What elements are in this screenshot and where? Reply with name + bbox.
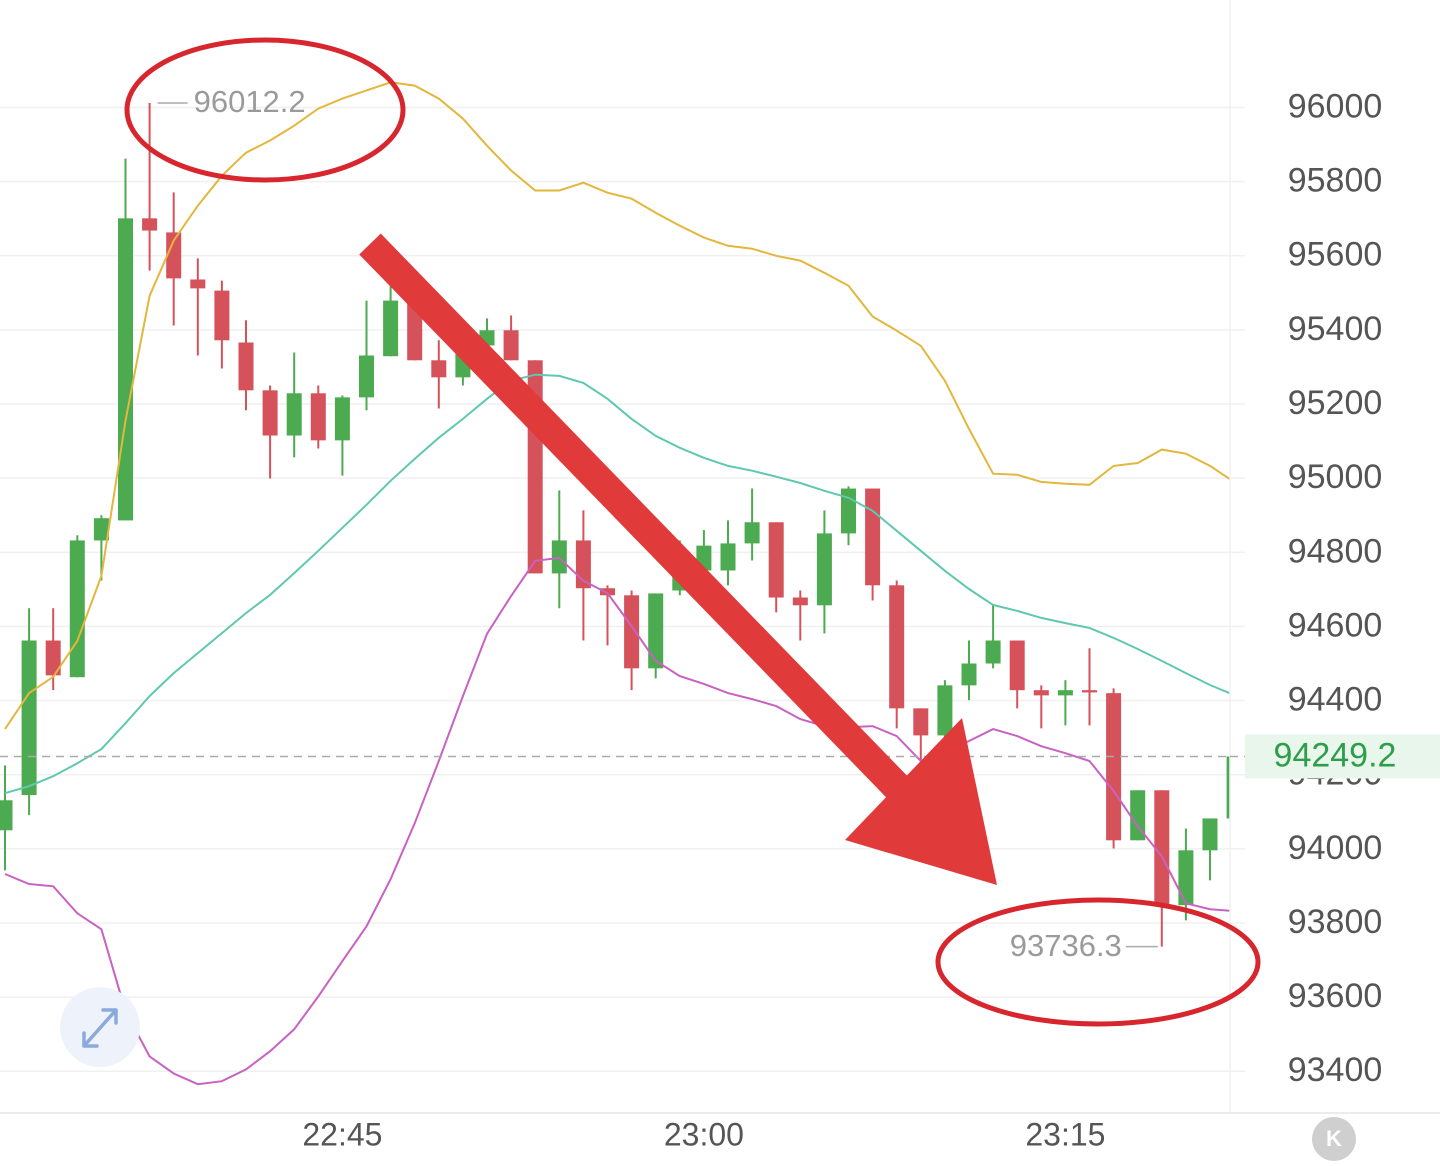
plot-area: [0, 81, 1230, 1086]
price-badge-label: 94249.2: [1274, 736, 1397, 774]
candle-body: [648, 593, 664, 669]
candle-body: [1226, 756, 1230, 819]
candle-body: [1057, 690, 1073, 696]
candle-body: [1154, 790, 1170, 906]
x-tick-label: 23:15: [1025, 1116, 1105, 1152]
y-tick-label: 94400: [1288, 681, 1383, 719]
y-tick-label: 94600: [1288, 606, 1383, 644]
y-tick-label: 96000: [1288, 87, 1383, 125]
high-annotation: 96012.2: [194, 84, 306, 119]
candle-body: [1130, 790, 1146, 841]
candle-body: [720, 543, 736, 571]
overlay: K: [60, 37, 1356, 1161]
y-tick-label: 95400: [1288, 310, 1383, 348]
candle-body: [431, 360, 447, 378]
x-tick-label: 22:45: [302, 1116, 382, 1152]
candle-body: [1033, 690, 1049, 696]
axes: 9340093600938009400094200944009460094800…: [157, 84, 1440, 1152]
k-button-label[interactable]: K: [1326, 1126, 1342, 1151]
y-tick-label: 95200: [1288, 384, 1383, 422]
y-tick-label: 95000: [1288, 458, 1383, 496]
x-tick-label: 23:00: [664, 1116, 744, 1152]
y-tick-label: 94000: [1288, 829, 1383, 867]
candle-body: [937, 685, 953, 736]
k-button[interactable]: [1312, 1117, 1356, 1161]
candle-body: [334, 397, 350, 441]
low-annotation: 93736.3: [1010, 928, 1122, 963]
highlight-circle: [935, 897, 1261, 1027]
y-tick-label: 93400: [1288, 1051, 1383, 1089]
candle-body: [1178, 850, 1194, 906]
price-badge: [1245, 734, 1440, 779]
candle-body: [1106, 693, 1122, 841]
band-line: [4, 81, 1230, 730]
candle-body: [69, 540, 85, 678]
candle-body: [768, 522, 784, 598]
band-line: [4, 556, 1230, 1086]
candle-body: [93, 518, 109, 541]
band-line: [4, 373, 1230, 795]
candle-body: [142, 218, 158, 231]
candle-body: [21, 640, 37, 796]
candle-body: [286, 393, 302, 436]
y-tick-label: 95800: [1288, 162, 1383, 200]
candle-body: [262, 390, 278, 436]
trend-arrow-head: [845, 718, 997, 885]
candle-body: [1082, 690, 1097, 693]
candle-body: [503, 330, 519, 361]
candle-body: [816, 533, 832, 606]
y-tick-label: 95600: [1288, 236, 1383, 274]
candle-body: [214, 290, 230, 341]
candle-body: [889, 585, 905, 709]
candle-body: [310, 393, 326, 441]
candle-body: [359, 355, 374, 398]
y-tick-label: 93800: [1288, 903, 1383, 941]
candle-body: [865, 488, 881, 586]
candle-body: [0, 800, 13, 831]
candle-body: [1202, 818, 1218, 851]
candle-body: [383, 300, 399, 357]
grid: [0, 106, 1245, 1072]
candle-body: [1009, 640, 1025, 691]
candle-body: [118, 218, 133, 521]
candle-body: [600, 588, 615, 596]
candle-body: [961, 663, 977, 686]
candle-body: [792, 597, 808, 606]
candle-body: [190, 279, 206, 289]
highlight-circle: [124, 37, 406, 183]
candle-body: [45, 640, 61, 676]
y-tick-label: 93600: [1288, 977, 1383, 1015]
candle-body: [166, 232, 182, 279]
candle-body: [744, 522, 760, 544]
candle-body: [985, 640, 1001, 664]
trend-arrow-shaft: [359, 233, 911, 801]
candle-body: [238, 342, 254, 391]
candle-body: [913, 708, 929, 736]
candle-body: [407, 300, 423, 361]
y-tick-label: 94800: [1288, 532, 1383, 570]
candle-body: [624, 595, 640, 669]
expand-icon[interactable]: [82, 1008, 118, 1048]
